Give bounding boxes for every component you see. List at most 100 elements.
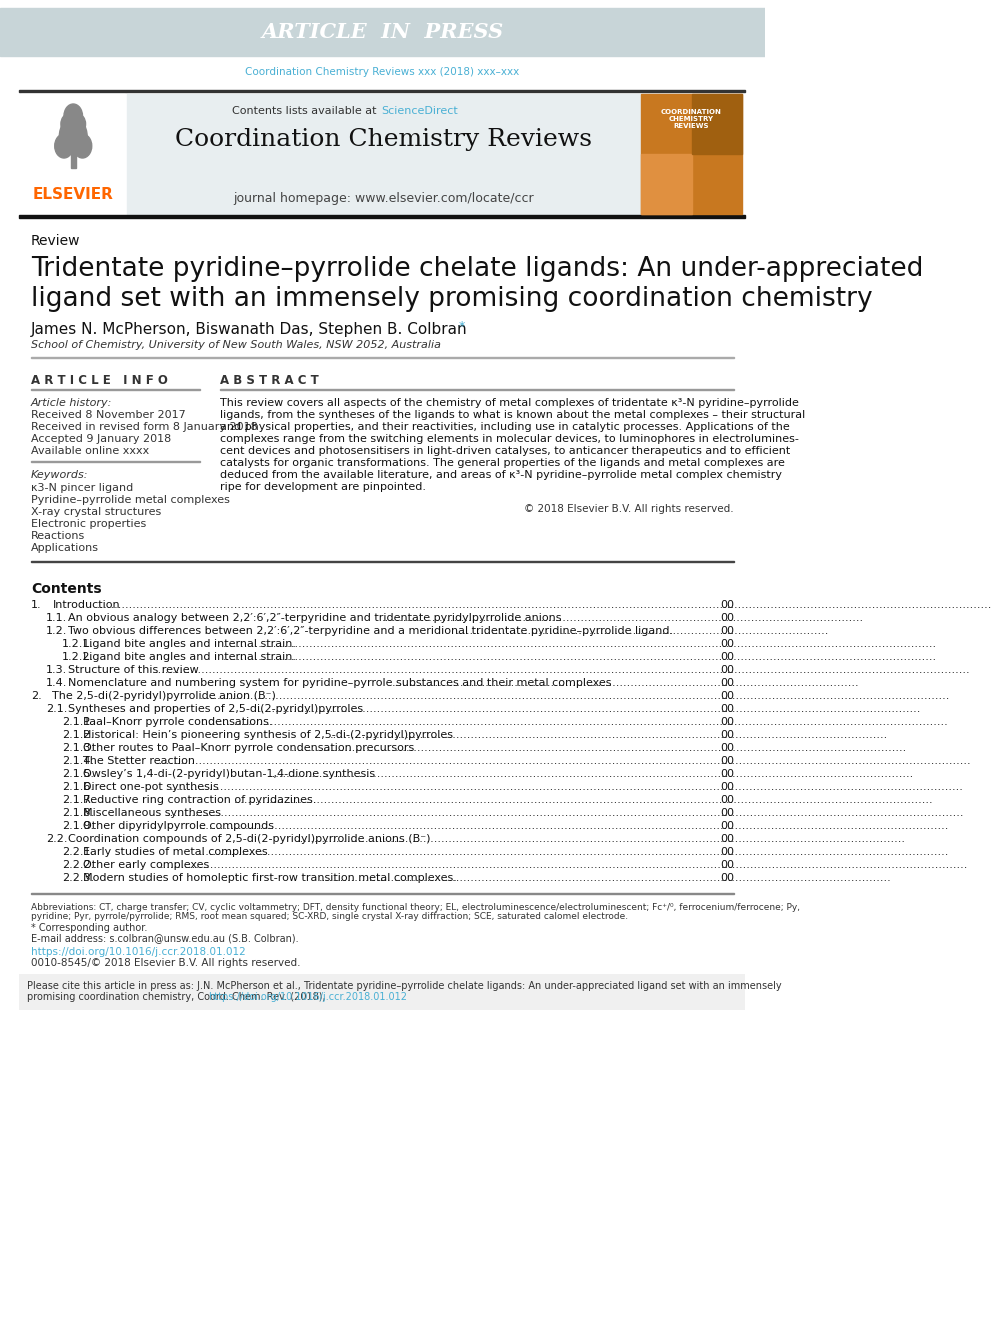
Text: Other routes to Paal–Knorr pyrrole condensation precursors: Other routes to Paal–Knorr pyrrole conde… [83, 744, 415, 753]
Text: A R T I C L E   I N F O: A R T I C L E I N F O [31, 374, 168, 388]
Text: 00: 00 [720, 665, 734, 675]
Text: Miscellaneous syntheses: Miscellaneous syntheses [83, 808, 221, 818]
Text: Accepted 9 January 2018: Accepted 9 January 2018 [31, 434, 171, 445]
Text: promising coordination chemistry, Coord. Chem. Rev. (2018),: promising coordination chemistry, Coord.… [27, 992, 328, 1002]
Text: ................................................................................: ........................................… [167, 808, 964, 818]
Text: 1.2.2.: 1.2.2. [62, 652, 94, 662]
Text: Received in revised form 8 January 2018: Received in revised form 8 January 2018 [31, 422, 258, 433]
Circle shape [70, 114, 85, 134]
Text: Reductive ring contraction of pyridazines.: Reductive ring contraction of pyridazine… [83, 795, 316, 804]
Text: E-mail address: s.colbran@unsw.edu.au (S.B. Colbran).: E-mail address: s.colbran@unsw.edu.au (S… [31, 933, 299, 943]
Text: 2.2.2.: 2.2.2. [62, 860, 94, 871]
Text: deduced from the available literature, and areas of κ³-N pyridine–pyrrolide meta: deduced from the available literature, a… [219, 470, 782, 480]
Text: ................................................................................: ........................................… [155, 665, 970, 675]
Text: ................................................................................: ........................................… [234, 795, 933, 804]
Text: ................................................................................: ........................................… [297, 833, 906, 844]
Text: catalysts for organic transformations. The general properties of the ligands and: catalysts for organic transformations. T… [219, 458, 785, 468]
Bar [127, 94, 641, 216]
Text: James N. McPherson, Biswanath Das, Stephen B. Colbran: James N. McPherson, Biswanath Das, Steph… [31, 321, 472, 337]
Text: 2.1.7.: 2.1.7. [62, 795, 94, 804]
Text: https://doi.org/10.1016/j.ccr.2018.01.012: https://doi.org/10.1016/j.ccr.2018.01.01… [208, 992, 408, 1002]
Circle shape [61, 114, 76, 134]
Text: pyridine; Pyr, pyrrole/pyrrolide; RMS, root mean squared; SC-XRD, single crystal: pyridine; Pyr, pyrrole/pyrrolide; RMS, r… [31, 912, 628, 921]
Text: Coordination compounds of 2,5-di(2-pyridyl)pyrrolide anions (B⁻): Coordination compounds of 2,5-di(2-pyrid… [67, 833, 431, 844]
Text: 00: 00 [720, 691, 734, 701]
Text: Pyridine–pyrrolide metal complexes: Pyridine–pyrrolide metal complexes [31, 495, 230, 505]
Circle shape [73, 134, 91, 157]
Text: Tridentate pyridine–pyrrolide chelate ligands: An under-appreciated: Tridentate pyridine–pyrrolide chelate li… [31, 255, 924, 282]
Text: cent devices and photosensitisers in light-driven catalyses, to anticancer thera: cent devices and photosensitisers in lig… [219, 446, 790, 456]
Text: Nomenclature and numbering system for pyridine–pyrrole substances and their meta: Nomenclature and numbering system for py… [67, 677, 611, 688]
Text: 1.2.1.: 1.2.1. [62, 639, 93, 650]
Bar [19, 974, 746, 1009]
Text: X-ray crystal structures: X-ray crystal structures [31, 507, 161, 517]
Text: ripe for development are pinpointed.: ripe for development are pinpointed. [219, 482, 426, 492]
Text: Two obvious differences between 2,2′:6′,2″-terpyridine and a meridional tridenta: Two obvious differences between 2,2′:6′,… [67, 626, 673, 636]
Text: Syntheses and properties of 2,5-di(2-pyridyl)pyrroles: Syntheses and properties of 2,5-di(2-pyr… [67, 704, 363, 714]
Text: ARTICLE  IN  PRESS: ARTICLE IN PRESS [261, 22, 504, 42]
Text: © 2018 Elsevier B.V. All rights reserved.: © 2018 Elsevier B.V. All rights reserved… [525, 504, 734, 515]
Text: ................................................................................: ........................................… [392, 677, 860, 688]
Text: Article history:: Article history: [31, 398, 112, 407]
Text: 2.1.6.: 2.1.6. [62, 782, 93, 792]
Text: The Stetter reaction: The Stetter reaction [83, 755, 195, 766]
Text: Paal–Knorr pyrrole condensations.: Paal–Knorr pyrrole condensations. [83, 717, 273, 728]
Text: 2.1.2.: 2.1.2. [62, 730, 94, 740]
Text: Contents: Contents [31, 582, 101, 595]
Text: Other early complexes: Other early complexes [83, 860, 209, 871]
Text: 00: 00 [720, 860, 734, 871]
Text: School of Chemistry, University of New South Wales, NSW 2052, Australia: School of Chemistry, University of New S… [31, 340, 440, 351]
Text: Modern studies of homoleptic first-row transition metal complexes.: Modern studies of homoleptic first-row t… [83, 873, 457, 882]
Text: ................................................................................: ........................................… [170, 782, 964, 792]
Text: Other dipyridylpyrrole compounds: Other dipyridylpyrrole compounds [83, 822, 274, 831]
Text: Structure of this review: Structure of this review [67, 665, 198, 675]
Text: Review: Review [31, 234, 80, 247]
Text: ................................................................................: ........................................… [156, 755, 971, 766]
Text: 2.1.4.: 2.1.4. [62, 755, 94, 766]
Text: 00: 00 [720, 795, 734, 804]
Text: ................................................................................: ........................................… [382, 613, 864, 623]
Text: 2.: 2. [31, 691, 42, 701]
Text: 2.2.1.: 2.2.1. [62, 847, 94, 857]
Text: ScienceDirect: ScienceDirect [381, 106, 457, 116]
Text: 00: 00 [720, 601, 734, 610]
Text: journal homepage: www.elsevier.com/locate/ccr: journal homepage: www.elsevier.com/locat… [233, 192, 534, 205]
Text: 00: 00 [720, 808, 734, 818]
Bar [70, 146, 75, 168]
Text: 00: 00 [720, 639, 734, 650]
Text: ELSEVIER: ELSEVIER [33, 187, 114, 202]
Text: Please cite this article in press as: J.N. McPherson et al., Tridentate pyridine: Please cite this article in press as: J.… [27, 980, 782, 991]
Text: complexes range from the switching elements in molecular devices, to luminophore: complexes range from the switching eleme… [219, 434, 799, 445]
Circle shape [55, 134, 73, 157]
Text: Electronic properties: Electronic properties [31, 519, 146, 529]
Text: A B S T R A C T: A B S T R A C T [219, 374, 318, 388]
Text: *: * [458, 320, 465, 333]
Bar [19, 90, 746, 93]
Text: 2.2.: 2.2. [47, 833, 67, 844]
Text: 00: 00 [720, 847, 734, 857]
Text: Coordination Chemistry Reviews: Coordination Chemistry Reviews [175, 128, 591, 151]
Bar [0, 8, 765, 56]
Text: ligand set with an immensely promising coordination chemistry: ligand set with an immensely promising c… [31, 286, 872, 312]
Text: 00: 00 [720, 626, 734, 636]
Bar [21, 94, 125, 194]
Text: and physical properties, and their reactivities, including use in catalytic proc: and physical properties, and their react… [219, 422, 790, 433]
Text: Received 8 November 2017: Received 8 November 2017 [31, 410, 186, 419]
Text: 1.3.: 1.3. [47, 665, 67, 675]
Text: The 2,5-di(2-pyridyl)pyrrolide anion (B⁻): The 2,5-di(2-pyridyl)pyrrolide anion (B⁻… [53, 691, 277, 701]
Text: ................................................................................: ........................................… [198, 822, 948, 831]
Text: 00: 00 [720, 782, 734, 792]
Text: Introduction: Introduction [53, 601, 120, 610]
Text: COORDINATION
CHEMISTRY
REVIEWS: COORDINATION CHEMISTRY REVIEWS [661, 108, 722, 130]
Text: 2.1.8.: 2.1.8. [62, 808, 94, 818]
Text: 0010-8545/© 2018 Elsevier B.V. All rights reserved.: 0010-8545/© 2018 Elsevier B.V. All right… [31, 958, 301, 968]
Text: Contents lists available at: Contents lists available at [232, 106, 380, 116]
Text: 00: 00 [720, 833, 734, 844]
Text: ................................................................................: ........................................… [223, 652, 937, 662]
Bar [19, 214, 746, 218]
Text: ................................................................................: ........................................… [456, 626, 829, 636]
Text: 00: 00 [720, 822, 734, 831]
Text: https://doi.org/10.1016/j.ccr.2018.01.012: https://doi.org/10.1016/j.ccr.2018.01.01… [31, 947, 246, 957]
Text: 2.1.3.: 2.1.3. [62, 744, 93, 753]
Text: Ligand bite angles and internal strain.: Ligand bite angles and internal strain. [83, 639, 297, 650]
